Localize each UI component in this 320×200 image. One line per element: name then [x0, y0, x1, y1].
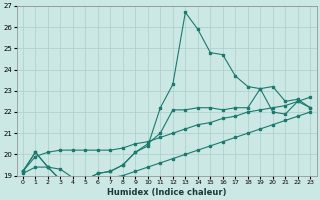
X-axis label: Humidex (Indice chaleur): Humidex (Indice chaleur)	[107, 188, 226, 197]
